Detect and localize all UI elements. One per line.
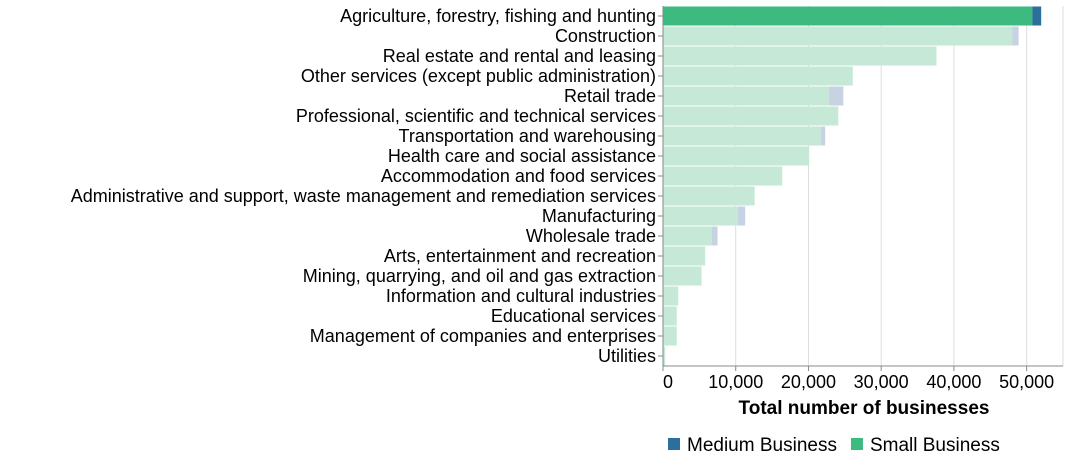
x-tick-label: 40,000 [926,372,981,392]
bar-small-business [663,146,810,166]
bar-small-business [663,306,677,326]
x-tick-label: 30,000 [854,372,909,392]
category-label: Educational services [491,306,656,326]
bar-small-business [663,286,679,306]
x-tick-label: 0 [663,372,673,392]
legend-swatch [668,438,680,450]
x-axis: 0 10,000 20,000 30,000 40,000 50,000 [662,365,1063,392]
category-label: Real estate and rental and leasing [383,46,656,66]
legend-swatch [850,438,863,450]
category-label: Mining, quarrying, and oil and gas extra… [303,266,656,286]
bar-small-business [663,86,829,106]
category-label: Professional, scientific and technical s… [296,106,656,126]
bars [663,6,1042,366]
x-tick-label: 20,000 [781,372,836,392]
bar-small-business [663,186,755,206]
category-label: Retail trade [564,86,656,106]
legend-label: Medium Business [687,435,837,456]
category-label: Administrative and support, waste manage… [71,186,656,206]
legend-label: Small Business [870,435,1000,456]
category-label: Transportation and warehousing [399,126,657,146]
category-axis: Agriculture, forestry, fishing and hunti… [71,6,664,366]
bar-medium-business [737,206,746,226]
bar-medium-business [1012,26,1019,46]
bar-small-business [663,166,783,186]
bar-small-business [663,246,706,266]
bar-medium-business [711,226,718,246]
bar-small-business [663,6,1033,26]
category-label: Information and cultural industries [386,286,656,306]
bar-small-business [663,266,702,286]
category-label: Wholesale trade [526,226,656,246]
bar-small-business [663,206,738,226]
bar-medium-business [828,86,844,106]
category-label: Accommodation and food services [381,166,656,186]
bar-small-business [663,346,666,366]
category-label: Agriculture, forestry, fishing and hunti… [340,6,656,26]
category-label: Utilities [598,346,656,366]
bar-small-business [663,126,821,146]
category-label: Other services (except public administra… [301,66,656,86]
x-tick-label: 10,000 [708,372,763,392]
category-label: Arts, entertainment and recreation [384,246,656,266]
gridlines [662,6,1064,366]
bar-small-business [663,326,677,346]
bar-medium-business [820,126,826,146]
bar-small-business [663,46,937,66]
legend: Medium Business Small Business [668,435,1000,456]
bar-medium-business [1032,6,1042,26]
bar-small-business [663,26,1013,46]
x-tick-label: 50,000 [999,372,1054,392]
category-label: Health care and social assistance [388,146,656,166]
bar-small-business [663,66,853,86]
category-label: Construction [555,26,656,46]
category-label: Manufacturing [542,206,656,226]
category-label: Management of companies and enterprises [310,326,656,346]
bar-small-business [663,106,839,126]
bar-small-business [663,226,712,246]
x-axis-title: Total number of businesses [739,398,990,419]
